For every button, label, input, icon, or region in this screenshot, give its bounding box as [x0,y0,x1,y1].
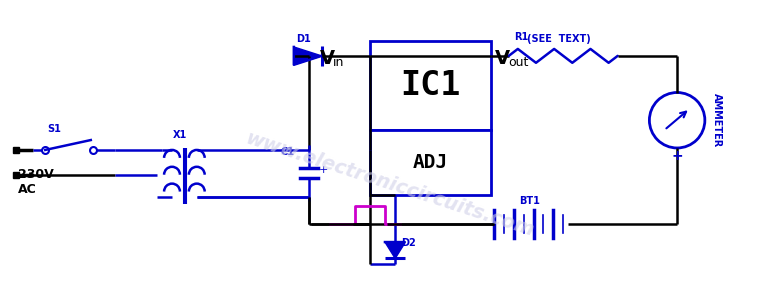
Text: +: + [671,149,683,163]
Text: AMMETER: AMMETER [712,93,722,147]
Text: IC1: IC1 [400,69,461,102]
Text: www.electroniccircuits.com: www.electroniccircuits.com [243,129,537,240]
Text: C1: C1 [281,147,295,157]
Text: 230V: 230V [17,168,53,181]
Text: S1: S1 [47,124,61,134]
Text: BT1: BT1 [518,196,540,206]
Text: R1: R1 [514,32,528,42]
Text: ADJ: ADJ [413,153,448,172]
Text: in: in [332,56,344,69]
Text: out: out [508,56,528,69]
Bar [370,41,491,130]
Text: (SEE  TEXT): (SEE TEXT) [527,34,591,44]
Text: +: + [319,165,328,175]
Bar [370,130,491,195]
Polygon shape [385,242,405,258]
Polygon shape [294,47,322,65]
Text: AC: AC [17,183,36,196]
Text: $\mathbf{V}$: $\mathbf{V}$ [319,49,335,68]
Text: D2: D2 [401,238,415,248]
Text: $\mathbf{V}$: $\mathbf{V}$ [494,49,511,68]
Text: D1: D1 [296,34,310,44]
Text: X1: X1 [173,130,187,140]
